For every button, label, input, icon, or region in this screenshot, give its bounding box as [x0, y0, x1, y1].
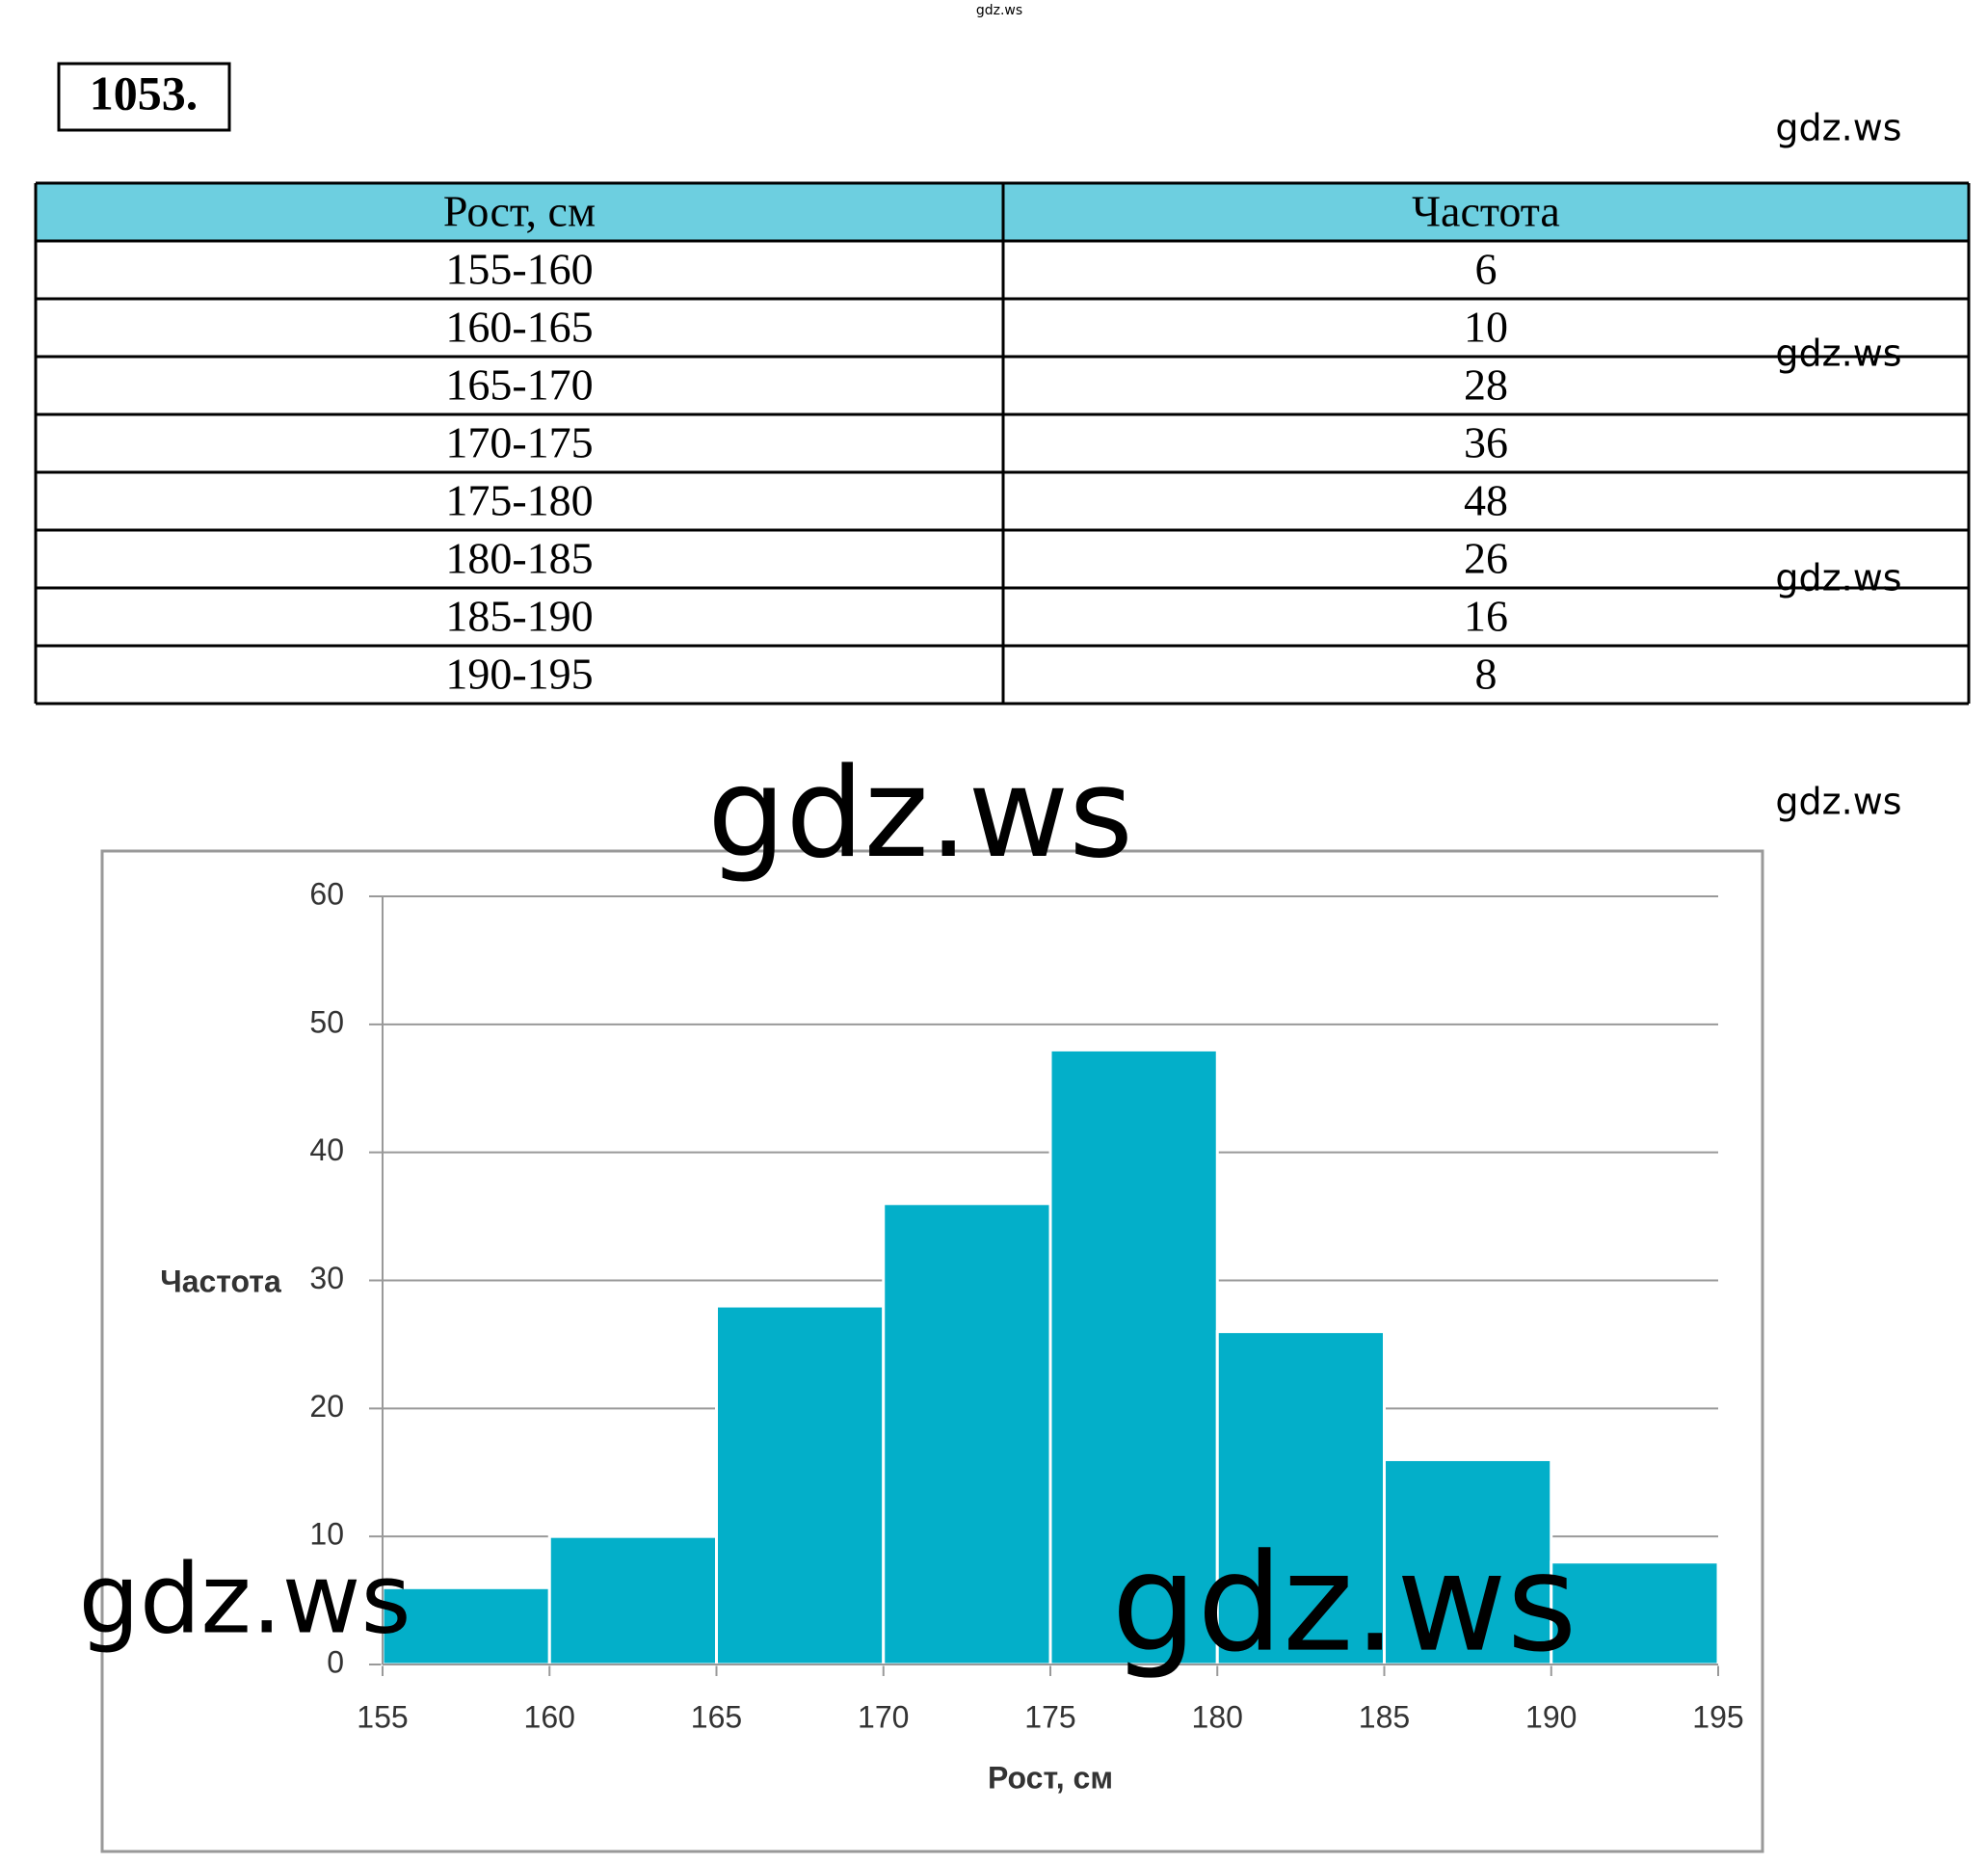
x-tick-label: 165: [691, 1699, 742, 1734]
table-cell: 48: [1464, 476, 1508, 525]
table-cell: 28: [1464, 360, 1508, 410]
watermark: gdz.ws: [1775, 557, 1901, 599]
x-tick-label: 155: [357, 1699, 408, 1734]
bar: [715, 1304, 886, 1666]
table-cell: 155-160: [445, 245, 593, 294]
watermark: gdz.ws: [1775, 781, 1901, 823]
table-cell: 160-165: [445, 303, 593, 352]
header-cell: Рост, см: [443, 187, 596, 236]
watermark: gdz.ws: [78, 1542, 411, 1655]
number-box: [57, 62, 231, 132]
table-cell: 180-185: [445, 534, 593, 583]
y-axis-title: Частота: [160, 1264, 281, 1298]
x-tick-label: 195: [1692, 1699, 1743, 1734]
bar: [882, 1202, 1052, 1666]
y-tick-label: 10: [309, 1517, 344, 1552]
watermark: gdz.ws: [1111, 1526, 1577, 1683]
watermark: gdz.ws: [976, 3, 1022, 18]
problem-number: 1053.: [90, 66, 199, 120]
x-tick-label: 160: [524, 1699, 575, 1734]
table-cell: 8: [1475, 650, 1498, 699]
y-tick-label: 30: [309, 1261, 344, 1295]
x-tick-label: 170: [858, 1699, 909, 1734]
y-tick-label: 20: [309, 1389, 344, 1424]
table-cell: 36: [1464, 418, 1508, 467]
y-tick-label: 40: [309, 1132, 344, 1167]
table-cell: 10: [1464, 303, 1508, 352]
x-axis-title: Рост, см: [988, 1760, 1113, 1795]
table: Рост, см Частота 155-160 6 160-165 10 165-170 2…: [34, 181, 1971, 706]
chart-frame: [100, 849, 1764, 1853]
table-cell: 170-175: [445, 418, 593, 467]
table-cell: 6: [1475, 245, 1498, 294]
bar: [381, 1585, 551, 1666]
table-cell: 190-195: [445, 650, 593, 699]
bar: [1215, 1330, 1386, 1666]
watermark: gdz.ws: [1775, 107, 1901, 149]
x-tick-label: 180: [1192, 1699, 1243, 1734]
y-tick-label: 0: [327, 1644, 344, 1679]
bar: [1550, 1560, 1720, 1666]
chart: 0 10 20 30 40 50 60 155 160 165 170 175 180 185 190 195…: [160, 876, 1743, 1795]
y-tick-label: 60: [309, 876, 344, 911]
table-cell: 185-190: [445, 592, 593, 641]
table-cell: 165-170: [445, 360, 593, 410]
bar: [547, 1534, 718, 1666]
x-tick-label: 175: [1024, 1699, 1075, 1734]
y-tick-label: 50: [309, 1004, 344, 1039]
table-cell: 16: [1464, 592, 1508, 641]
x-tick-label: 190: [1525, 1699, 1577, 1734]
table-cell: 175-180: [445, 476, 593, 525]
watermark: gdz.ws: [707, 742, 1133, 886]
table-cell: 26: [1464, 534, 1508, 583]
x-tick-label: 185: [1359, 1699, 1410, 1734]
header-cell: Частота: [1412, 187, 1560, 236]
watermark: gdz.ws: [1775, 333, 1901, 375]
